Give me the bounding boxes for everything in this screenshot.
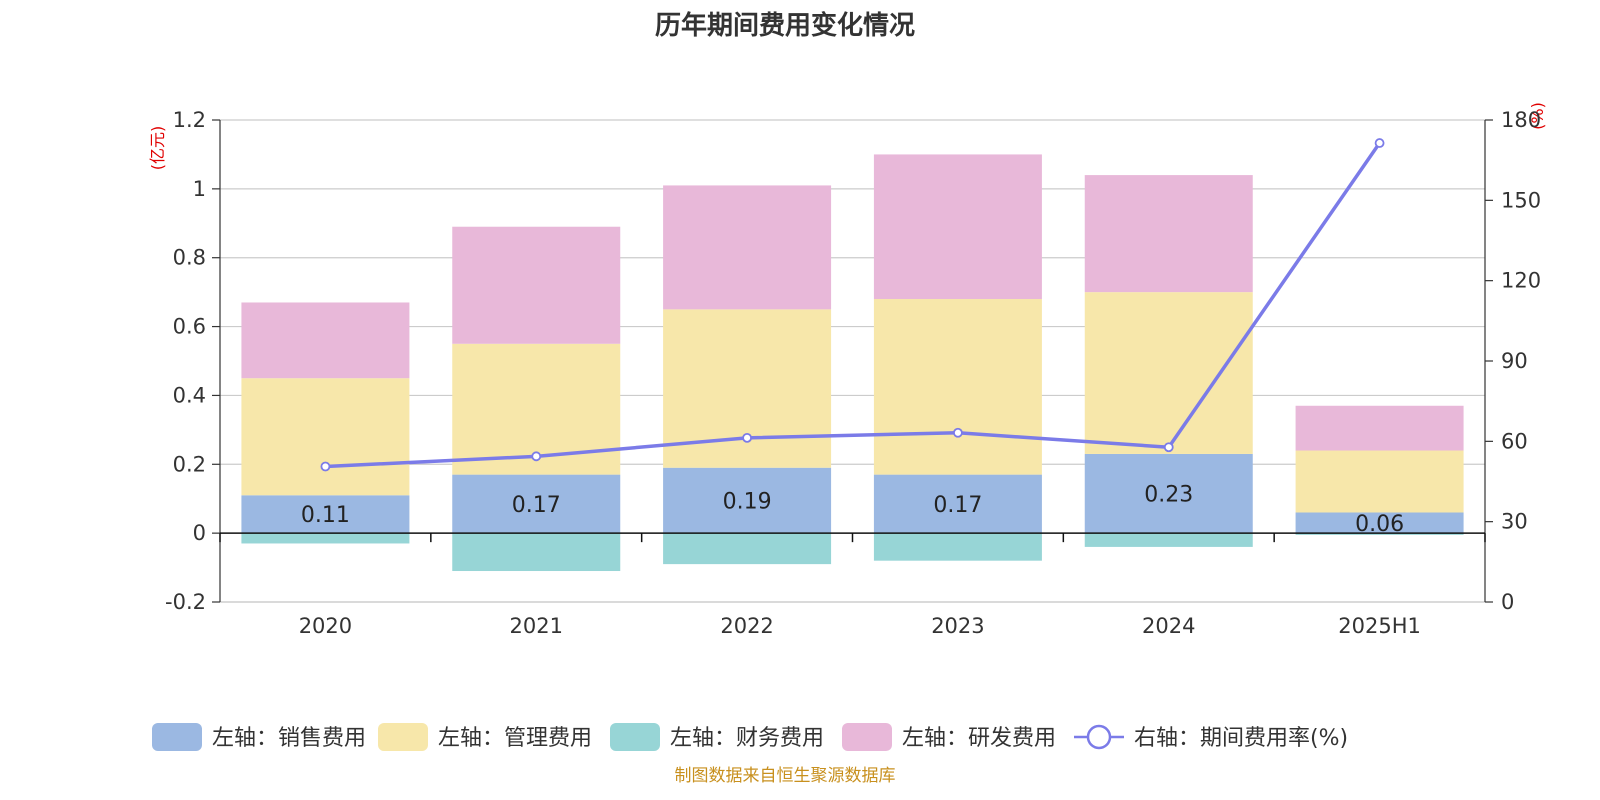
bar-value-label: 0.06 [1355, 512, 1404, 537]
bar-finance [452, 533, 621, 572]
legend-swatch-rnd [842, 723, 892, 751]
bar-finance [663, 533, 832, 565]
legend-swatch-finance [610, 723, 660, 751]
bar-rnd [1084, 175, 1253, 293]
rate-line [320, 138, 1385, 472]
left-tick-label: 0 [193, 521, 206, 545]
bar-admin [1295, 450, 1464, 513]
legend-marker-rate [1086, 724, 1112, 750]
right-tick-label: 60 [1501, 429, 1528, 453]
left-tick-label: -0.2 [165, 590, 206, 614]
x-tick-label: 2024 [1142, 614, 1195, 638]
legend-label-rnd: 左轴：研发费用 [902, 726, 1056, 751]
bar-sales [241, 495, 410, 534]
rate-polyline [325, 142, 1382, 469]
bar-admin [1084, 292, 1253, 454]
bar-admin [241, 378, 410, 496]
right-tick-label: 30 [1501, 510, 1528, 534]
right-tick-label: 150 [1501, 188, 1541, 212]
rate-point [1163, 442, 1174, 453]
legend-swatch-sales [152, 723, 202, 751]
x-tick-label: 2021 [510, 614, 563, 638]
right-tick-label: 90 [1501, 349, 1528, 373]
left-tick-label: 1 [193, 177, 206, 201]
bar-sales [873, 474, 1042, 534]
bar-labels: 0.11 0.17 0.19 0.17 0.23 0.06 [301, 483, 1404, 537]
legend-label-sales: 左轴：销售费用 [212, 726, 366, 751]
bar-rnd [663, 185, 832, 310]
left-tick-label: 0.8 [173, 246, 206, 270]
legend-label-rate: 右轴：期间费用率(%) [1134, 726, 1348, 751]
bar-finance [873, 533, 1042, 561]
left-axis-unit: (亿元) [148, 126, 167, 171]
bar-sales [1084, 453, 1253, 534]
left-tick-label: 0.2 [173, 452, 206, 476]
x-tick-label: 2022 [720, 614, 773, 638]
bar-rnd [452, 226, 621, 344]
bar-sales [452, 474, 621, 534]
legend-swatch-admin [378, 723, 428, 751]
left-tick-label: 0.6 [173, 315, 206, 339]
legend-label-admin: 左轴：管理费用 [438, 726, 592, 751]
bar-value-label: 0.19 [723, 489, 772, 514]
bar-admin [873, 299, 1042, 475]
legend: 左轴：销售费用 左轴：管理费用 左轴：财务费用 左轴：研发费用 右轴：期间费用率(%) [152, 723, 1348, 751]
chart-title: 历年期间费用变化情况 [655, 10, 915, 41]
bar-rnd [241, 302, 410, 379]
grid-lines [220, 119, 1485, 603]
bar-value-label: 0.11 [301, 503, 350, 528]
legend-label-finance: 左轴：财务费用 [670, 726, 824, 751]
bar-rnd [873, 154, 1042, 300]
x-tick-label: 2020 [299, 614, 352, 638]
rate-point [953, 427, 963, 438]
rate-point [742, 432, 752, 443]
bar-groups [241, 154, 1464, 572]
axes: -0.2 0 0.2 0.4 0.6 0.8 1 1.2 0 30 60 90 120 150 180 202… [165, 108, 1541, 638]
bar-value-label: 0.17 [933, 493, 982, 518]
bar-finance [1295, 533, 1464, 535]
source-note: 制图数据来自恒生聚源数据库 [675, 766, 896, 786]
bar-sales [663, 467, 832, 534]
bar-value-label: 0.23 [1144, 483, 1193, 508]
bar-value-label: 0.17 [512, 493, 561, 518]
left-tick-label: 0.4 [173, 383, 206, 407]
bar-finance [241, 533, 410, 544]
left-tick-label: 1.2 [173, 108, 206, 132]
right-tick-label: 120 [1501, 269, 1541, 293]
right-tick-label: 0 [1501, 590, 1514, 614]
bar-sales [1295, 512, 1464, 534]
bar-rnd [1295, 405, 1464, 451]
right-axis-unit: (%) [1528, 102, 1547, 130]
rate-point [1374, 138, 1385, 148]
bar-finance [1084, 533, 1253, 547]
x-tick-label: 2025H1 [1338, 614, 1421, 638]
x-tick-label: 2023 [931, 614, 984, 638]
rate-point [320, 461, 331, 472]
right-tick-label: 180 [1501, 108, 1541, 132]
rate-point [531, 451, 542, 462]
